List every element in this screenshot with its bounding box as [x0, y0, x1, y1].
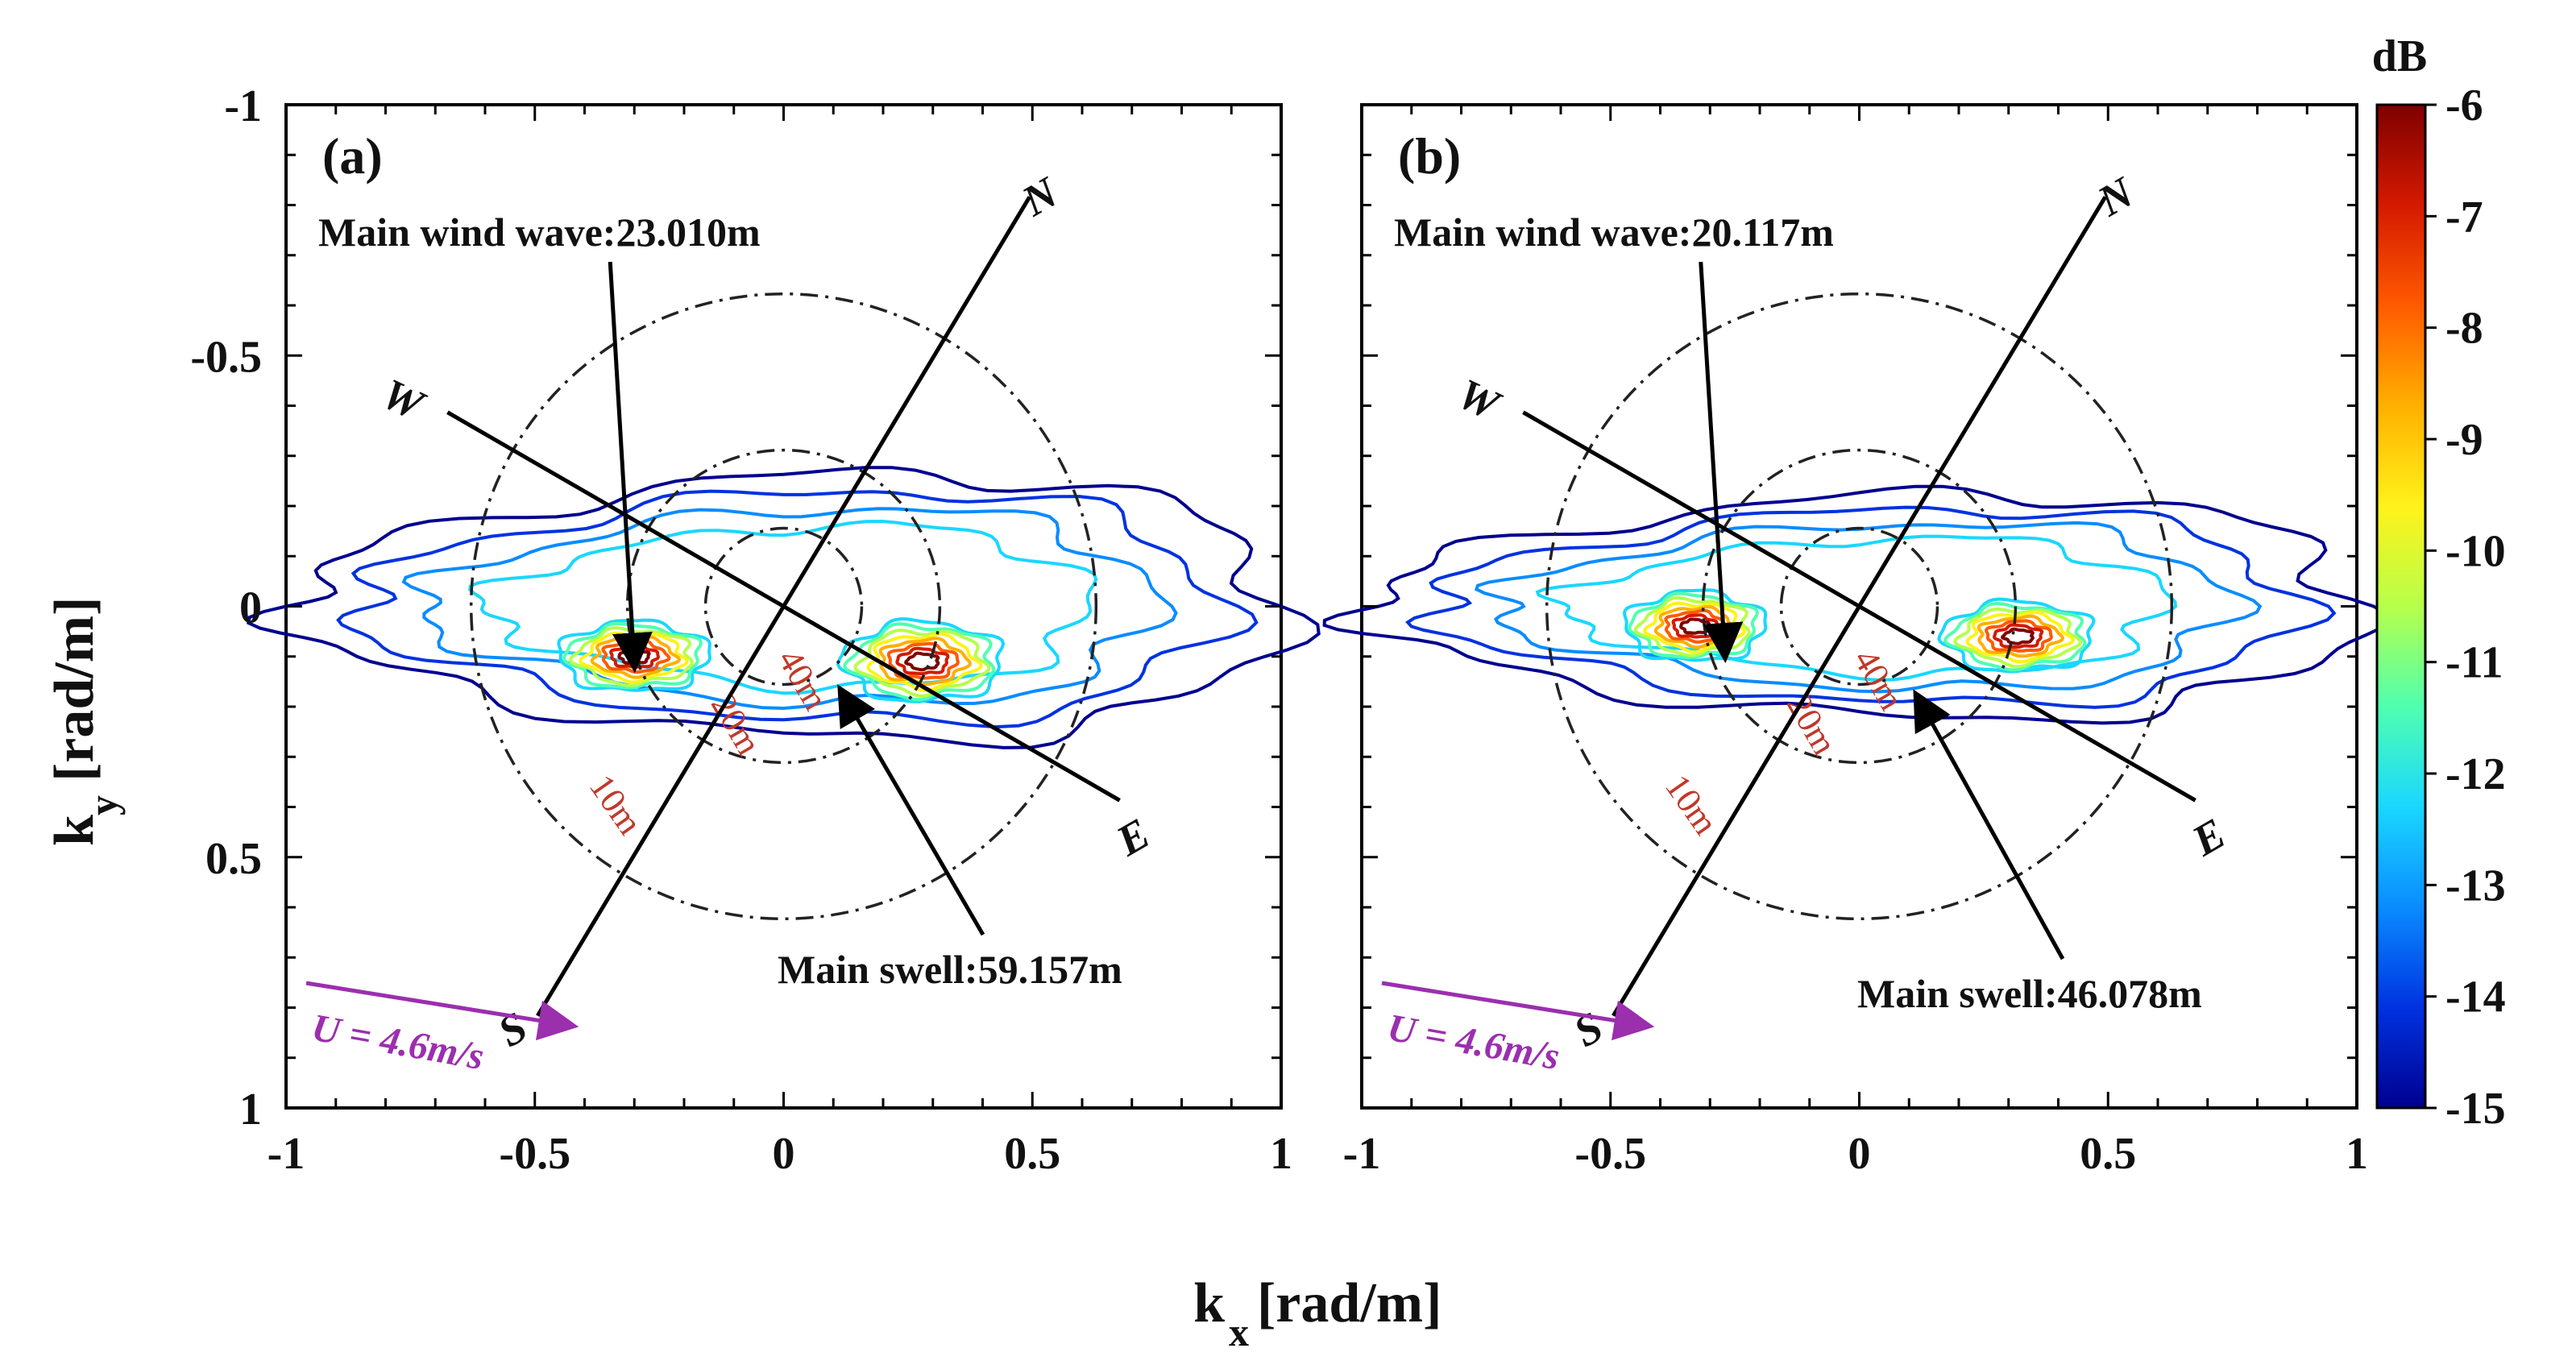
contour-level	[2001, 627, 2035, 645]
colorbar-tick-label: -11	[2445, 638, 2503, 688]
axis-ticks	[284, 103, 1283, 1110]
contour-level	[1965, 611, 2076, 664]
y-axis-title-sub: y	[81, 795, 126, 815]
x-tick-label: 0.5	[1004, 1129, 1060, 1179]
colorbar-tick-label: -15	[2445, 1084, 2506, 1134]
contour-level	[557, 618, 711, 692]
wavelength-ring	[1779, 526, 1939, 687]
x-tick-label: 0	[1848, 1129, 1871, 1179]
spectrum-contours	[247, 466, 1321, 749]
axis-ticks	[1360, 103, 2358, 1110]
contour-level	[886, 641, 960, 680]
wind-wave-arrow	[1699, 261, 1744, 663]
contour-level	[1405, 505, 2337, 709]
contour-level	[1985, 619, 2053, 653]
x-tick-label: 0.5	[2080, 1129, 2136, 1179]
contour-level	[1679, 617, 1711, 635]
wavelength-ring	[469, 292, 1098, 921]
contour-level	[1977, 614, 2065, 658]
x-tick-label: 0	[773, 1129, 795, 1179]
colorbar-tick-label: -7	[2445, 192, 2483, 242]
west-east-axis	[1522, 410, 2196, 803]
colorbar-tick-label: -9	[2445, 415, 2483, 465]
x-tick-label: 1	[1270, 1129, 1292, 1179]
wind-vector-arrow	[1381, 981, 1655, 1041]
y-tick-label: 0	[239, 583, 262, 633]
main-wind-wave-label: Main wind wave:20.117m	[1394, 209, 1834, 255]
contour-level	[1993, 623, 2044, 649]
y-axis-title-k: k	[44, 815, 106, 846]
colorbar-tick-label: -13	[2445, 861, 2506, 911]
wavelength-ring	[1701, 448, 2018, 765]
main-swell-label: Main swell:59.157m	[778, 947, 1122, 992]
x-tick-label: -0.5	[1574, 1129, 1646, 1179]
contour-level	[1943, 601, 2087, 672]
swell-arrow	[837, 684, 985, 936]
x-axis-title-k: k	[1193, 1272, 1225, 1334]
colorbar-tick-label: -10	[2445, 526, 2506, 576]
contour-level	[1953, 607, 2083, 669]
contour-level	[904, 651, 940, 672]
contour-level	[843, 622, 996, 702]
colorbar: dB -6 -7 -8 -9 -10 -11 -12 -13 -14 -15	[2372, 31, 2506, 1134]
colorbar-tick-label: -12	[2445, 749, 2506, 799]
colorbar-tick-label: -14	[2445, 973, 2506, 1023]
wavelength-ring	[625, 448, 942, 765]
contour-level	[878, 637, 972, 687]
west-east-axis	[446, 410, 1121, 803]
x-axis-title-unit: [rad/m]	[1257, 1272, 1441, 1334]
x-axis-title: k x [rad/m]	[1193, 1272, 1441, 1354]
x-tick-label: -0.5	[499, 1129, 570, 1179]
colorbar-gradient	[2375, 103, 2427, 1110]
x-tick-label: -1	[1343, 1129, 1381, 1179]
swell-arrow	[1913, 689, 2065, 960]
wind-vector-arrow	[305, 981, 579, 1041]
contour-level	[569, 626, 695, 687]
wavelength-ring	[703, 526, 864, 687]
contour-level	[1474, 521, 2263, 694]
contour-level	[336, 489, 1259, 729]
wavelength-ring	[1545, 292, 2174, 921]
contour-level	[853, 628, 991, 698]
y-tick-label: -0.5	[190, 332, 262, 382]
contour-level	[579, 631, 689, 684]
x-tick-label: 1	[2346, 1129, 2368, 1179]
colorbar-tick-label: -8	[2445, 304, 2483, 354]
main-swell-label: Main swell:46.078m	[1857, 971, 2202, 1016]
contour-level	[866, 633, 983, 693]
contour-level	[1937, 597, 2096, 674]
y-tick-label: -1	[224, 81, 262, 131]
y-axis-title: k y [rad/m]	[44, 597, 126, 846]
colorbar-tick-label: -6	[2445, 81, 2483, 131]
y-tick-label: 1	[239, 1085, 262, 1135]
x-tick-label: -1	[268, 1129, 305, 1179]
colorbar-title: dB	[2372, 31, 2428, 81]
wind-wave-arrow	[608, 261, 653, 674]
contour-level	[401, 507, 1178, 711]
contour-level	[590, 635, 682, 679]
x-axis-title-sub: x	[1229, 1309, 1249, 1354]
contour-level	[562, 621, 703, 690]
panel-label: (a)	[322, 127, 383, 185]
contour-level	[1322, 484, 2390, 725]
main-wind-wave-label: Main wind wave:23.010m	[318, 209, 761, 255]
y-axis-title-unit: [rad/m]	[44, 597, 106, 782]
y-tick-label: 0.5	[205, 834, 262, 884]
panel-label: (b)	[1398, 127, 1461, 185]
